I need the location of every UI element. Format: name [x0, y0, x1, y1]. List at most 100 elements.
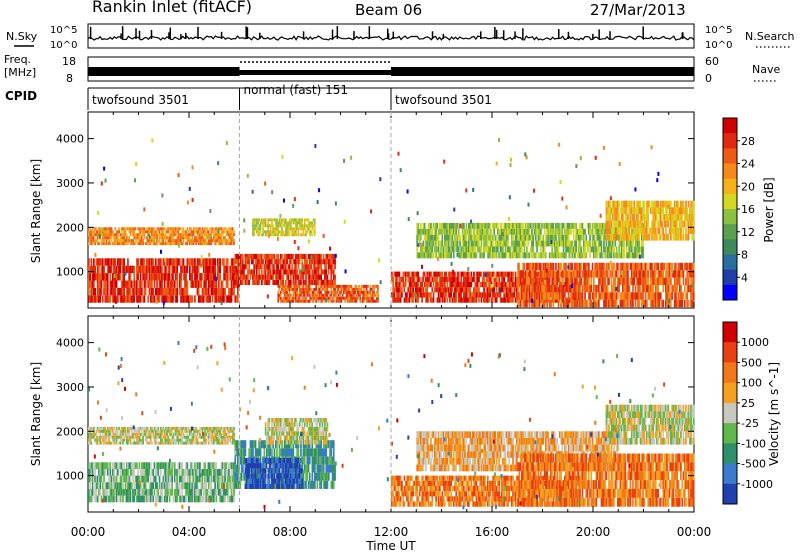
heatmap-cell [417, 252, 420, 259]
heatmap-cell [543, 228, 546, 235]
heatmap-cell [518, 277, 521, 285]
heatmap-cell [262, 218, 264, 222]
heatmap-cell [473, 252, 475, 259]
heatmap-cell [421, 276, 423, 282]
heatmap-cell [550, 234, 552, 241]
heatmap-cell [223, 295, 225, 303]
heatmap-cell [476, 228, 479, 235]
heatmap-cell [129, 280, 132, 288]
heatmap-cell [622, 220, 624, 228]
heatmap-cell [109, 258, 112, 266]
heatmap-cell [527, 262, 529, 271]
heatmap-cell [499, 282, 502, 288]
heatmap-cell [332, 269, 335, 275]
heatmap-cell [538, 270, 541, 278]
heatmap-cell [311, 299, 314, 303]
heatmap-cell [206, 242, 209, 246]
heatmap-cell [425, 234, 427, 241]
heatmap-cell [249, 274, 252, 280]
heatmap-cell [442, 287, 445, 293]
heatmap-cell [290, 218, 292, 222]
heatmap-cell [495, 287, 498, 293]
heatmap-cell [350, 284, 353, 288]
heatmap-cell [109, 265, 112, 274]
heatmap-cell [526, 270, 528, 278]
heatmap-cell [623, 240, 625, 247]
heatmap-cell [149, 239, 152, 243]
heatmap-cell [582, 252, 585, 259]
heatmap-cell [335, 299, 338, 303]
heatmap-cell [117, 258, 119, 266]
heatmap-cell [88, 295, 90, 303]
heatmap-cell [287, 269, 290, 275]
heatmap-cell [220, 295, 223, 303]
heatmap-cell [231, 233, 234, 237]
heatmap-cell [441, 287, 444, 293]
heatmap-cell [139, 273, 142, 281]
heatmap-cell [404, 276, 407, 282]
heatmap-cell [464, 271, 466, 277]
heatmap-cell [473, 292, 475, 298]
heatmap-cell [240, 259, 243, 265]
heatmap-cell [548, 292, 551, 300]
heatmap-cell [109, 242, 112, 246]
heatmap-cell [307, 253, 310, 260]
heatmap-cell [93, 273, 95, 281]
heatmap-cell [242, 279, 244, 285]
heatmap-cell [326, 290, 329, 294]
heatmap-cell [101, 239, 104, 243]
heatmap-cell [393, 287, 396, 293]
heatmap-cell [105, 239, 108, 243]
heatmap-cell [536, 228, 538, 235]
heatmap-cell [547, 240, 550, 247]
heatmap-cell [634, 220, 637, 228]
heatmap-cell [480, 271, 483, 277]
heatmap-cell [423, 292, 426, 298]
heatmap-cell [524, 234, 527, 241]
heatmap-cell [447, 252, 450, 259]
heatmap-cell [177, 230, 180, 234]
heatmap-cell [324, 279, 326, 285]
heatmap-cell [601, 292, 604, 300]
heatmap-cell [673, 200, 676, 208]
heatmap-cell [268, 230, 271, 234]
heatmap-cell [418, 252, 421, 259]
heatmap-cell [276, 221, 278, 225]
heatmap-cell [522, 292, 524, 300]
heatmap-cell [557, 252, 560, 259]
heatmap-cell [252, 259, 254, 265]
heatmap-cell [220, 233, 223, 237]
heatmap-cell [308, 264, 311, 270]
heatmap-cell [617, 292, 619, 300]
heatmap-cell [547, 284, 550, 293]
heatmap-cell [526, 246, 528, 253]
heatmap-cell [485, 246, 488, 253]
heatmap-cell [433, 240, 436, 247]
heatmap-cell [567, 228, 570, 235]
heatmap-cell [89, 230, 91, 234]
heatmap-cell [628, 246, 631, 253]
heatmap-cell [665, 299, 667, 308]
heatmap-cell [662, 233, 665, 241]
heatmap-cell [201, 273, 204, 281]
heatmap-cell [204, 258, 206, 266]
heatmap-cell [234, 259, 237, 265]
heatmap-cell [666, 220, 668, 228]
heatmap-cell [692, 233, 695, 241]
heatmap-cell [108, 242, 110, 246]
heatmap-cell [479, 222, 482, 229]
heatmap-cell [532, 252, 535, 259]
heatmap-cell [428, 292, 431, 298]
heatmap-cell [253, 253, 256, 260]
heatmap-cell [372, 293, 374, 297]
heatmap-cell [282, 218, 285, 222]
heatmap-cell [505, 271, 508, 277]
heatmap-cell [509, 271, 512, 277]
heatmap-cell [635, 277, 638, 285]
heatmap-cell [519, 222, 522, 229]
heatmap-cell [373, 293, 375, 297]
heatmap-cell [588, 270, 590, 278]
heatmap-cell [632, 240, 634, 247]
heatmap-cell [478, 276, 480, 282]
heatmap-cell [134, 236, 137, 240]
